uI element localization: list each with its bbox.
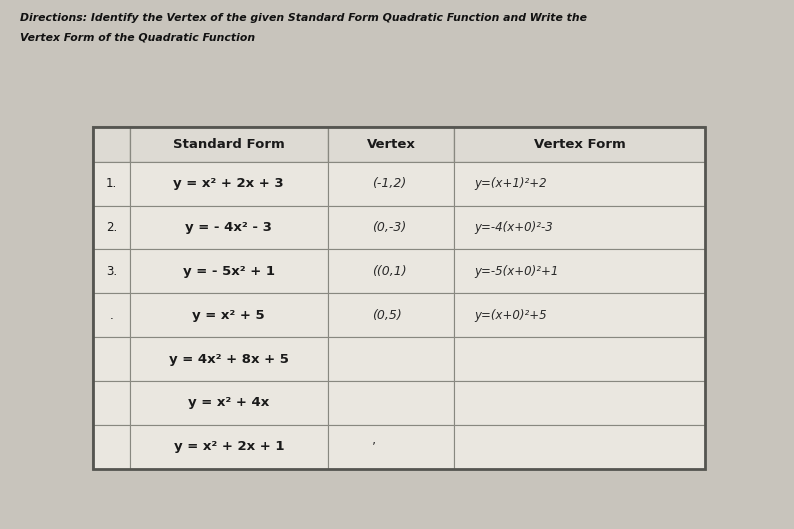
Text: Vertex Form of the Quadratic Function: Vertex Form of the Quadratic Function (20, 33, 255, 43)
Bar (93, 381, 129, 425)
Bar (129, 293, 328, 337)
Text: Vertex: Vertex (367, 138, 415, 151)
Bar (454, 425, 705, 469)
Bar (129, 162, 328, 206)
Bar (93, 293, 129, 337)
Text: Vertex Form: Vertex Form (534, 138, 626, 151)
Bar (328, 293, 454, 337)
Bar (129, 381, 328, 425)
Text: 2.: 2. (106, 221, 117, 234)
Text: y = x² + 2x + 1: y = x² + 2x + 1 (174, 440, 284, 453)
Text: 3.: 3. (106, 265, 117, 278)
Bar (129, 337, 328, 381)
Bar (93, 206, 129, 249)
Text: (0,5): (0,5) (372, 309, 402, 322)
Text: y = x² + 4x: y = x² + 4x (188, 396, 269, 409)
Bar (93, 162, 129, 206)
Text: y = x² + 2x + 3: y = x² + 2x + 3 (173, 177, 284, 190)
Text: Standard Form: Standard Form (173, 138, 285, 151)
Bar (454, 126, 705, 162)
Text: (0,-3): (0,-3) (372, 221, 407, 234)
Bar (129, 126, 328, 162)
Text: .: . (110, 309, 114, 322)
Bar (328, 337, 454, 381)
Text: y=(x+1)²+2: y=(x+1)²+2 (474, 177, 546, 190)
Bar (328, 425, 454, 469)
Text: (-1,2): (-1,2) (372, 177, 407, 190)
Bar (454, 293, 705, 337)
Bar (328, 126, 454, 162)
Bar (328, 206, 454, 249)
Text: y=(x+0)²+5: y=(x+0)²+5 (474, 309, 546, 322)
Text: 1.: 1. (106, 177, 117, 190)
Text: y = - 5x² + 1: y = - 5x² + 1 (183, 265, 275, 278)
Bar (93, 126, 705, 469)
Text: y = x² + 5: y = x² + 5 (192, 309, 265, 322)
Text: ’: ’ (372, 440, 376, 453)
Bar (454, 381, 705, 425)
Bar (93, 126, 129, 162)
Bar (93, 249, 129, 293)
Bar (129, 249, 328, 293)
Bar (328, 249, 454, 293)
Text: y = 4x² + 8x + 5: y = 4x² + 8x + 5 (169, 353, 289, 366)
Bar (93, 425, 129, 469)
Bar (328, 381, 454, 425)
Text: y=-4(x+0)²-3: y=-4(x+0)²-3 (474, 221, 553, 234)
Bar (129, 206, 328, 249)
Bar (93, 337, 129, 381)
Text: ((0,1): ((0,1) (372, 265, 407, 278)
Bar (129, 425, 328, 469)
Bar (454, 206, 705, 249)
Bar (93, 126, 705, 469)
Text: y = - 4x² - 3: y = - 4x² - 3 (185, 221, 272, 234)
Bar (454, 337, 705, 381)
Text: Directions: Identify the Vertex of the given Standard Form Quadratic Function an: Directions: Identify the Vertex of the g… (20, 13, 587, 23)
Bar (328, 162, 454, 206)
Text: y=-5(x+0)²+1: y=-5(x+0)²+1 (474, 265, 558, 278)
Bar (454, 162, 705, 206)
Bar (454, 249, 705, 293)
